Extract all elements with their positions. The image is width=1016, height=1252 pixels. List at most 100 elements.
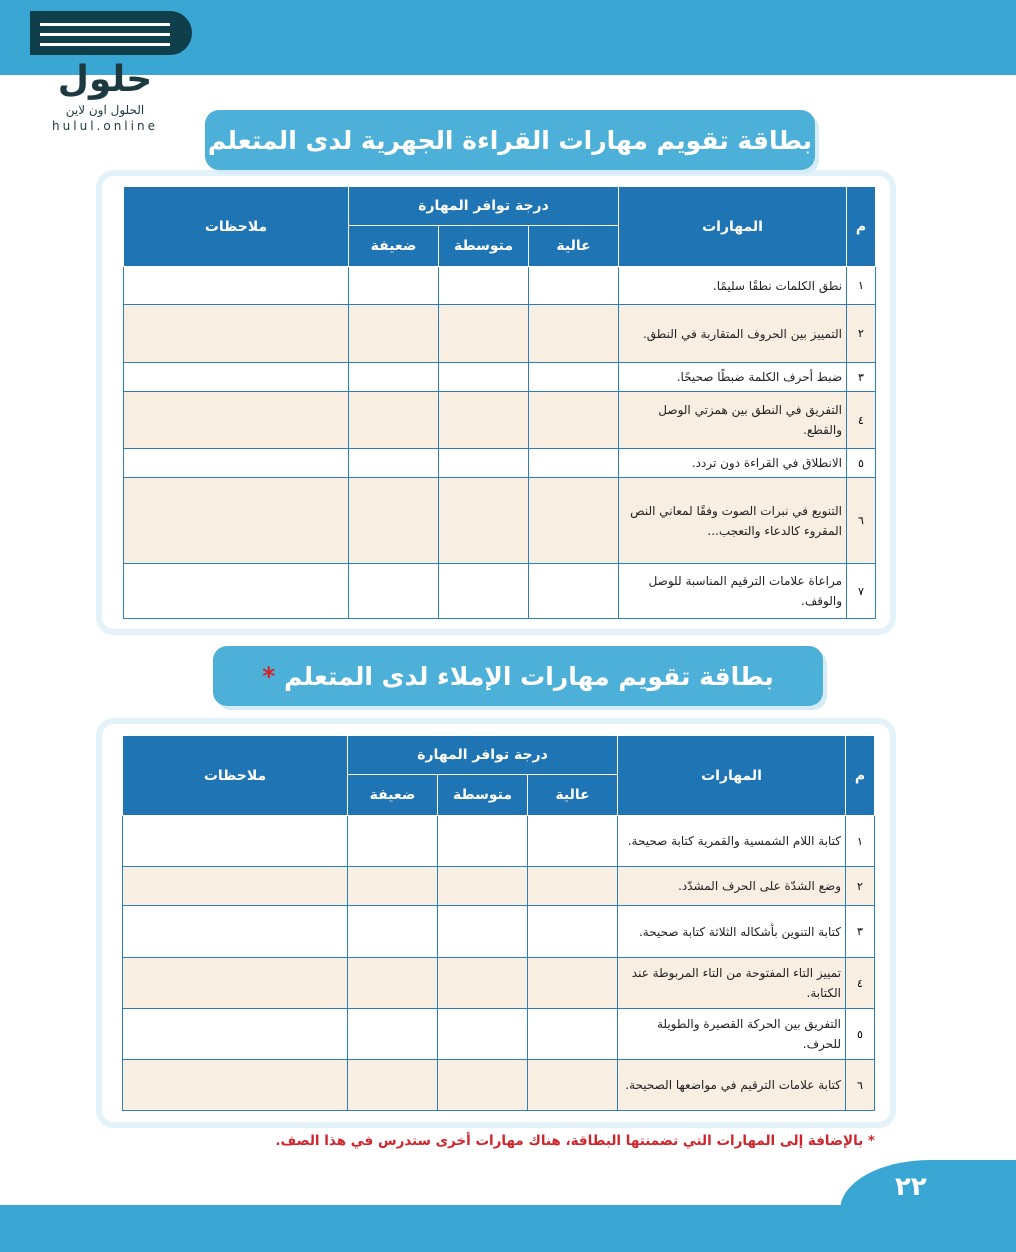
medium-cell[interactable] xyxy=(438,477,530,564)
row-number: ٤ xyxy=(846,391,877,449)
low-cell[interactable] xyxy=(347,448,440,478)
high-cell[interactable] xyxy=(527,905,619,958)
notes-cell[interactable] xyxy=(122,905,348,958)
notes-cell[interactable] xyxy=(122,1008,348,1060)
high-cell[interactable] xyxy=(527,1008,619,1060)
low-cell[interactable] xyxy=(346,1059,439,1111)
skill-text: كتابة اللام الشمسية والقمرية كتابة صحيحة… xyxy=(617,815,847,867)
low-cell[interactable] xyxy=(346,957,439,1009)
medium-cell[interactable] xyxy=(438,266,530,305)
skill-text: نطق الكلمات نطقًا سليمًا. xyxy=(618,266,848,305)
notes-cell[interactable] xyxy=(123,477,349,564)
medium-cell[interactable] xyxy=(438,362,530,392)
card-frame xyxy=(96,718,896,1128)
medium-cell[interactable] xyxy=(437,866,529,906)
table-row: ٢ التمييز بين الحروف المتقاربة في النطق. xyxy=(123,304,877,363)
row-number: ٥ xyxy=(845,1008,876,1060)
skill-text: وضع الشدّة على الحرف المشدّد. xyxy=(617,866,847,906)
table-row: ٥ الانطلاق في القراءة دون تردد. xyxy=(123,448,877,478)
row-number: ٢ xyxy=(845,866,876,906)
high-cell[interactable] xyxy=(528,477,620,564)
notes-cell[interactable] xyxy=(123,448,349,478)
low-cell[interactable] xyxy=(346,815,439,867)
high-cell[interactable] xyxy=(527,1059,619,1111)
notes-cell[interactable] xyxy=(123,563,349,619)
skill-text: تمييز التاء المفتوحة من التاء المربوطة ع… xyxy=(617,957,847,1009)
high-cell[interactable] xyxy=(527,957,619,1009)
bottom-band xyxy=(0,1205,1016,1252)
medium-cell[interactable] xyxy=(438,448,530,478)
row-number: ٢ xyxy=(846,304,877,363)
header-skills: المهارات xyxy=(618,186,848,267)
medium-cell[interactable] xyxy=(437,905,529,958)
low-cell[interactable] xyxy=(346,905,439,958)
high-cell[interactable] xyxy=(527,815,619,867)
medium-cell[interactable] xyxy=(437,815,529,867)
medium-cell[interactable] xyxy=(438,304,530,363)
header-notes: ملاحظات xyxy=(123,186,349,267)
spelling-skills-table: م المهارات درجة توافر المهارة ملاحظات عا… xyxy=(122,735,876,1111)
high-cell[interactable] xyxy=(527,866,619,906)
logo-text-arabic: الحلول اون لاين xyxy=(65,103,145,117)
skill-text: الانطلاق في القراءة دون تردد. xyxy=(618,448,848,478)
notes-cell[interactable] xyxy=(123,266,349,305)
header-degree: درجة توافر المهارة xyxy=(346,735,619,775)
card2-title: بطاقة تقويم مهارات الإملاء لدى المتعلم * xyxy=(213,646,823,706)
high-cell[interactable] xyxy=(528,362,620,392)
book-pencil-icon xyxy=(30,11,192,55)
low-cell[interactable] xyxy=(347,362,440,392)
low-cell[interactable] xyxy=(347,477,440,564)
row-number: ٣ xyxy=(845,905,876,958)
card1-title: بطاقة تقويم مهارات القراءة الجهرية لدى ا… xyxy=(205,110,815,170)
card2-title-text: بطاقة تقويم مهارات الإملاء لدى المتعلم xyxy=(284,661,774,691)
medium-cell[interactable] xyxy=(438,391,530,449)
high-cell[interactable] xyxy=(528,391,620,449)
footnote: * بالإضافة إلى المهارات التي تضمنتها الب… xyxy=(275,1133,875,1149)
medium-cell[interactable] xyxy=(437,1059,529,1111)
notes-cell[interactable] xyxy=(122,957,348,1009)
header-high: عالية xyxy=(527,774,619,816)
high-cell[interactable] xyxy=(528,448,620,478)
skill-text: التنويع في نبرات الصوت وفقًا لمعاني النص… xyxy=(618,477,848,564)
medium-cell[interactable] xyxy=(437,1008,529,1060)
skill-text: التمييز بين الحروف المتقاربة في النطق. xyxy=(618,304,848,363)
card1-title-text: بطاقة تقويم مهارات القراءة الجهرية لدى ا… xyxy=(207,125,813,155)
skill-text: التفريق في النطق بين همزتي الوصل والقطع. xyxy=(618,391,848,449)
table-row: ٢ وضع الشدّة على الحرف المشدّد. xyxy=(122,866,876,906)
row-number: ٦ xyxy=(846,477,877,564)
notes-cell[interactable] xyxy=(122,866,348,906)
notes-cell[interactable] xyxy=(123,304,349,363)
low-cell[interactable] xyxy=(347,266,440,305)
header-degree: درجة توافر المهارة xyxy=(347,186,620,226)
medium-cell[interactable] xyxy=(437,957,529,1009)
low-cell[interactable] xyxy=(347,304,440,363)
low-cell[interactable] xyxy=(347,391,440,449)
card-frame xyxy=(96,170,896,635)
table-row: ٦ كتابة علامات الترقيم في مواضعها الصحيح… xyxy=(122,1059,876,1111)
low-cell[interactable] xyxy=(347,563,440,619)
header-num: م xyxy=(846,186,877,267)
table-row: ٧ مراعاة علامات الترقيم المناسبة للوصل و… xyxy=(123,563,877,619)
medium-cell[interactable] xyxy=(438,563,530,619)
header-low: ضعيفة xyxy=(346,774,439,816)
logo-mark: حلول xyxy=(57,59,153,100)
high-cell[interactable] xyxy=(528,266,620,305)
notes-cell[interactable] xyxy=(122,815,348,867)
table-row: ٤ تمييز التاء المفتوحة من التاء المربوطة… xyxy=(122,957,876,1009)
row-number: ٣ xyxy=(846,362,877,392)
row-number: ٦ xyxy=(845,1059,876,1111)
page-background xyxy=(190,75,1016,115)
header-low: ضعيفة xyxy=(347,225,440,267)
notes-cell[interactable] xyxy=(123,391,349,449)
notes-cell[interactable] xyxy=(122,1059,348,1111)
skill-text: مراعاة علامات الترقيم المناسبة للوصل وال… xyxy=(618,563,848,619)
bottom-wave xyxy=(840,1160,1016,1210)
header-medium: متوسطة xyxy=(437,774,529,816)
high-cell[interactable] xyxy=(528,563,620,619)
row-number: ١ xyxy=(846,266,877,305)
high-cell[interactable] xyxy=(528,304,620,363)
low-cell[interactable] xyxy=(346,1008,439,1060)
notes-cell[interactable] xyxy=(123,362,349,392)
header-high: عالية xyxy=(528,225,620,267)
low-cell[interactable] xyxy=(346,866,439,906)
